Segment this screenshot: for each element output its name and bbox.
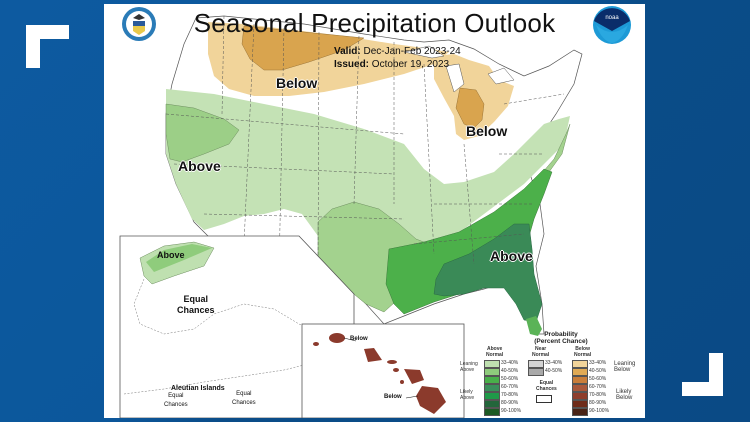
legend-col-above: Above Normal [486, 346, 504, 358]
aleutian-islands-label: Aleutian Islands [171, 385, 225, 392]
swatch-above-4 [484, 392, 500, 400]
great-lakes [403, 45, 515, 93]
valid-label: Valid: [334, 46, 361, 57]
hawaii-islands [313, 333, 446, 414]
noaa-logo-icon: noaa [593, 6, 631, 44]
swatch-above-5 [484, 400, 500, 408]
commerce-seal-icon [122, 7, 156, 41]
valid-value: Dec-Jan-Feb 2023-24 [363, 46, 461, 57]
legend-equal-chances: Equal Chances [536, 380, 557, 392]
issued-value: October 19, 2023 [371, 59, 450, 70]
legend-title: Probability (Percent Chance) [534, 331, 588, 345]
below-40-50-michigan [455, 87, 485, 129]
issued-label: Issued: [334, 59, 370, 70]
legend-likely-above: Likely Above [460, 389, 475, 401]
above-40-50-california [165, 103, 240, 163]
alaska-outline [123, 278, 335, 395]
swatch-below-1 [572, 368, 588, 376]
swatch-near-0 [528, 360, 544, 368]
corner-bracket-top-left-horizontal [26, 25, 69, 39]
swatch-above-2 [484, 376, 500, 384]
alaska-above-darker [146, 244, 212, 272]
swatch-below-0 [572, 360, 588, 368]
legend-col-near: Near Normal [532, 346, 550, 358]
swatch-above-1 [484, 368, 500, 376]
above-florida-tip [526, 316, 542, 336]
outlook-map-panel: Seasonal Precipitation Outlook Valid: De… [104, 4, 645, 418]
corner-bracket-bottom-right-horizontal [682, 382, 723, 396]
alaska-above-label: Above [157, 250, 185, 260]
legend-likely-below: Likely Below [616, 389, 633, 401]
aleutian-right-equal-chances: Equal Chances [232, 391, 256, 406]
label-below-plains: Below [276, 75, 318, 91]
legend-leaning-above: Leaning Above [460, 361, 478, 373]
alaska-equal-chances-label: Equal Chances [177, 294, 215, 315]
hawaii-below-top-label: Below [350, 336, 368, 342]
swatch-above-3 [484, 384, 500, 392]
page-title: Seasonal Precipitation Outlook [193, 8, 556, 38]
label-above-southeast: Above [490, 248, 533, 264]
swatch-below-4 [572, 392, 588, 400]
above-33-40-region [166, 89, 570, 304]
above-40-50-southcentral [317, 123, 571, 313]
state-borders [165, 15, 565, 275]
hawaii-below-bottom-label: Below [384, 394, 402, 400]
label-above-california: Above [178, 158, 221, 174]
svg-text:noaa: noaa [605, 15, 619, 21]
outlook-meta: Valid: Dec-Jan-Feb 2023-24 Issued: Octob… [334, 45, 461, 71]
swatch-above-6 [484, 408, 500, 416]
label-below-greatlakes: Below [466, 123, 508, 139]
probability-legend: Probability (Percent Chance) Above Norma… [460, 331, 636, 416]
swatch-above-0 [484, 360, 500, 368]
swatch-below-3 [572, 384, 588, 392]
legend-leaning-below: Leaning Below [614, 361, 636, 373]
swatch-below-6 [572, 408, 588, 416]
swatch-near-1 [528, 368, 544, 376]
equal-chances-swatch [536, 395, 552, 403]
aleutian-left-equal-chances: Equal Chances [164, 393, 188, 408]
swatch-below-5 [572, 400, 588, 408]
below-40-50-plains [241, 25, 365, 71]
swatch-below-2 [572, 376, 588, 384]
legend-col-below: Below Normal [574, 346, 592, 358]
us-precipitation-map [119, 15, 583, 418]
